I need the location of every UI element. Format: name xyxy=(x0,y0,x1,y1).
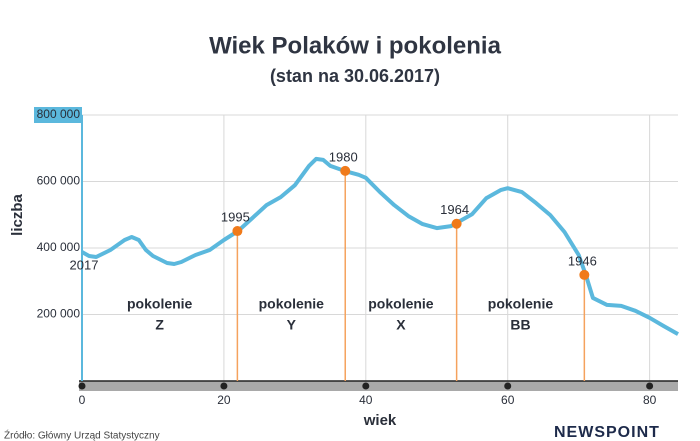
x-tick-label: 0 xyxy=(79,393,86,407)
x-axis-label: wiek xyxy=(363,412,397,429)
generation-label: X xyxy=(396,317,406,333)
logo: NEWSPOINT xyxy=(554,424,660,441)
generation-label: BB xyxy=(510,317,530,333)
generation-label: pokolenie xyxy=(488,296,554,312)
x-tick-label: 20 xyxy=(217,393,231,407)
y-tick-label: 400 000 xyxy=(37,240,81,254)
generation-label: pokolenie xyxy=(127,296,193,312)
generation-label: pokolenie xyxy=(259,296,325,312)
source: Źródło: Główny Urząd Statystyczny xyxy=(4,429,160,441)
x-tick xyxy=(220,382,228,390)
y-tick-label: 600 000 xyxy=(37,174,81,188)
annotation-marker xyxy=(340,165,351,176)
annotation-label: 1964 xyxy=(440,202,469,217)
y-axis-label: liczba xyxy=(9,194,26,236)
chart-title: Wiek Polaków i pokolenia xyxy=(209,32,502,59)
x-tick-label: 80 xyxy=(643,393,657,407)
chart-subtitle: (stan na 30.06.2017) xyxy=(270,66,440,86)
x-tick-label: 60 xyxy=(501,393,515,407)
generation-label: pokolenie xyxy=(368,296,434,312)
start-label: 2017 xyxy=(70,257,99,272)
x-tick-label: 40 xyxy=(359,393,373,407)
annotation-marker xyxy=(451,218,462,229)
annotation-marker xyxy=(232,226,243,237)
generation-label: Z xyxy=(155,317,164,333)
y-tick-label: 200 000 xyxy=(37,307,81,321)
tick-highlight xyxy=(34,107,82,123)
x-axis-band xyxy=(79,381,678,391)
x-tick xyxy=(362,382,370,390)
x-tick xyxy=(646,382,654,390)
y-tick-label: 800 000 xyxy=(37,107,81,121)
x-tick xyxy=(504,382,512,390)
data-line xyxy=(81,156,679,336)
annotation-label: 1995 xyxy=(221,209,250,224)
generation-label: Y xyxy=(287,317,297,333)
annotation-label: 1980 xyxy=(329,149,358,164)
annotation-marker xyxy=(579,269,590,280)
x-tick xyxy=(78,382,86,390)
annotation-label: 1946 xyxy=(568,253,597,268)
